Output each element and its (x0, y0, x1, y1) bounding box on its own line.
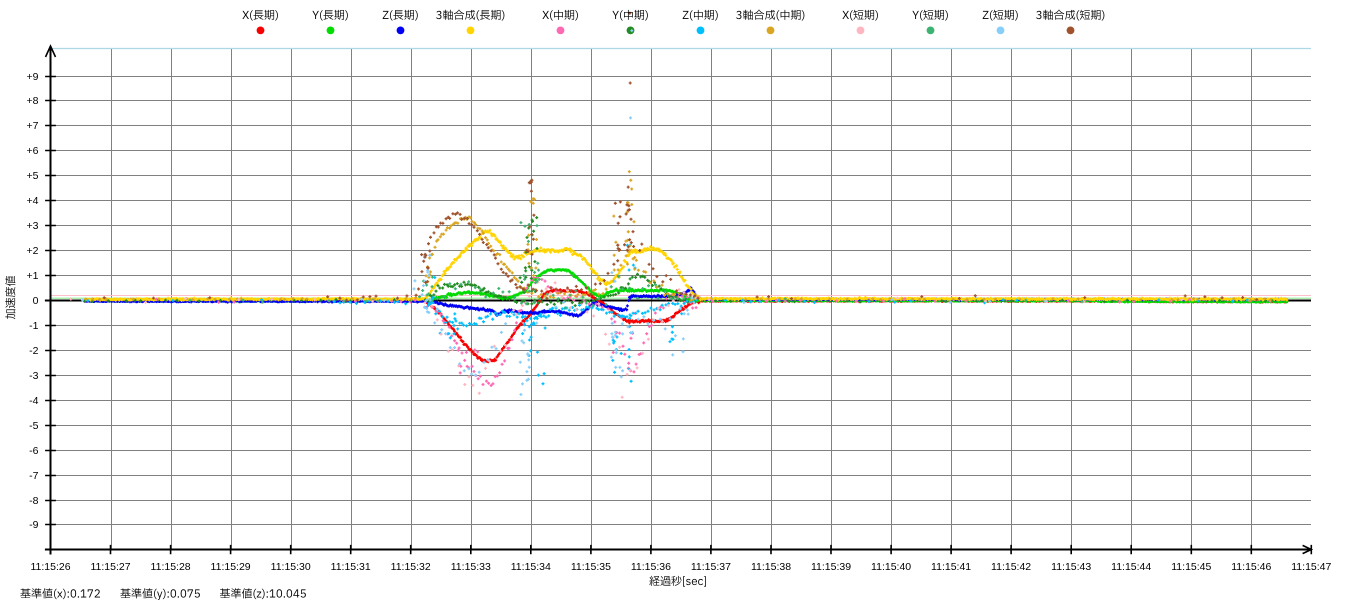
svg-text:11:15:37: 11:15:37 (691, 561, 731, 573)
svg-text:11:15:42: 11:15:42 (991, 561, 1031, 573)
svg-text:11:15:33: 11:15:33 (451, 561, 491, 573)
svg-text:-4: -4 (29, 395, 38, 407)
svg-text:+7: +7 (27, 120, 39, 132)
svg-text:-2: -2 (29, 345, 38, 357)
svg-text:11:15:36: 11:15:36 (631, 561, 671, 573)
svg-text:-3: -3 (29, 370, 38, 382)
svg-text:-5: -5 (29, 420, 38, 432)
svg-text:+6: +6 (27, 145, 39, 157)
svg-text:+3: +3 (27, 220, 39, 232)
svg-text:11:15:47: 11:15:47 (1291, 561, 1331, 573)
svg-text:0: 0 (33, 295, 39, 307)
svg-text:11:15:27: 11:15:27 (90, 561, 130, 573)
svg-text:11:15:29: 11:15:29 (211, 561, 251, 573)
svg-text:11:15:28: 11:15:28 (151, 561, 191, 573)
svg-text:-8: -8 (29, 495, 38, 507)
svg-text:11:15:35: 11:15:35 (571, 561, 611, 573)
svg-text:11:15:30: 11:15:30 (271, 561, 311, 573)
svg-text:11:15:46: 11:15:46 (1231, 561, 1271, 573)
svg-text:11:15:39: 11:15:39 (811, 561, 851, 573)
svg-text:-7: -7 (29, 470, 38, 482)
svg-text:+4: +4 (27, 195, 39, 207)
svg-text:+8: +8 (27, 95, 39, 107)
svg-text:11:15:40: 11:15:40 (871, 561, 911, 573)
svg-text:-9: -9 (29, 519, 38, 531)
svg-text:-1: -1 (29, 320, 38, 332)
svg-text:+5: +5 (27, 170, 39, 182)
svg-text:11:15:32: 11:15:32 (391, 561, 431, 573)
svg-text:11:15:26: 11:15:26 (30, 561, 70, 573)
svg-text:11:15:44: 11:15:44 (1111, 561, 1151, 573)
svg-text:11:15:34: 11:15:34 (511, 561, 551, 573)
svg-text:11:15:38: 11:15:38 (751, 561, 791, 573)
svg-text:-6: -6 (29, 445, 38, 457)
svg-text:+9: +9 (27, 71, 39, 83)
svg-text:+1: +1 (27, 270, 39, 282)
svg-text:+2: +2 (27, 245, 39, 257)
svg-text:11:15:31: 11:15:31 (331, 561, 371, 573)
svg-text:11:15:45: 11:15:45 (1171, 561, 1211, 573)
svg-text:11:15:43: 11:15:43 (1051, 561, 1091, 573)
svg-text:11:15:41: 11:15:41 (931, 561, 971, 573)
